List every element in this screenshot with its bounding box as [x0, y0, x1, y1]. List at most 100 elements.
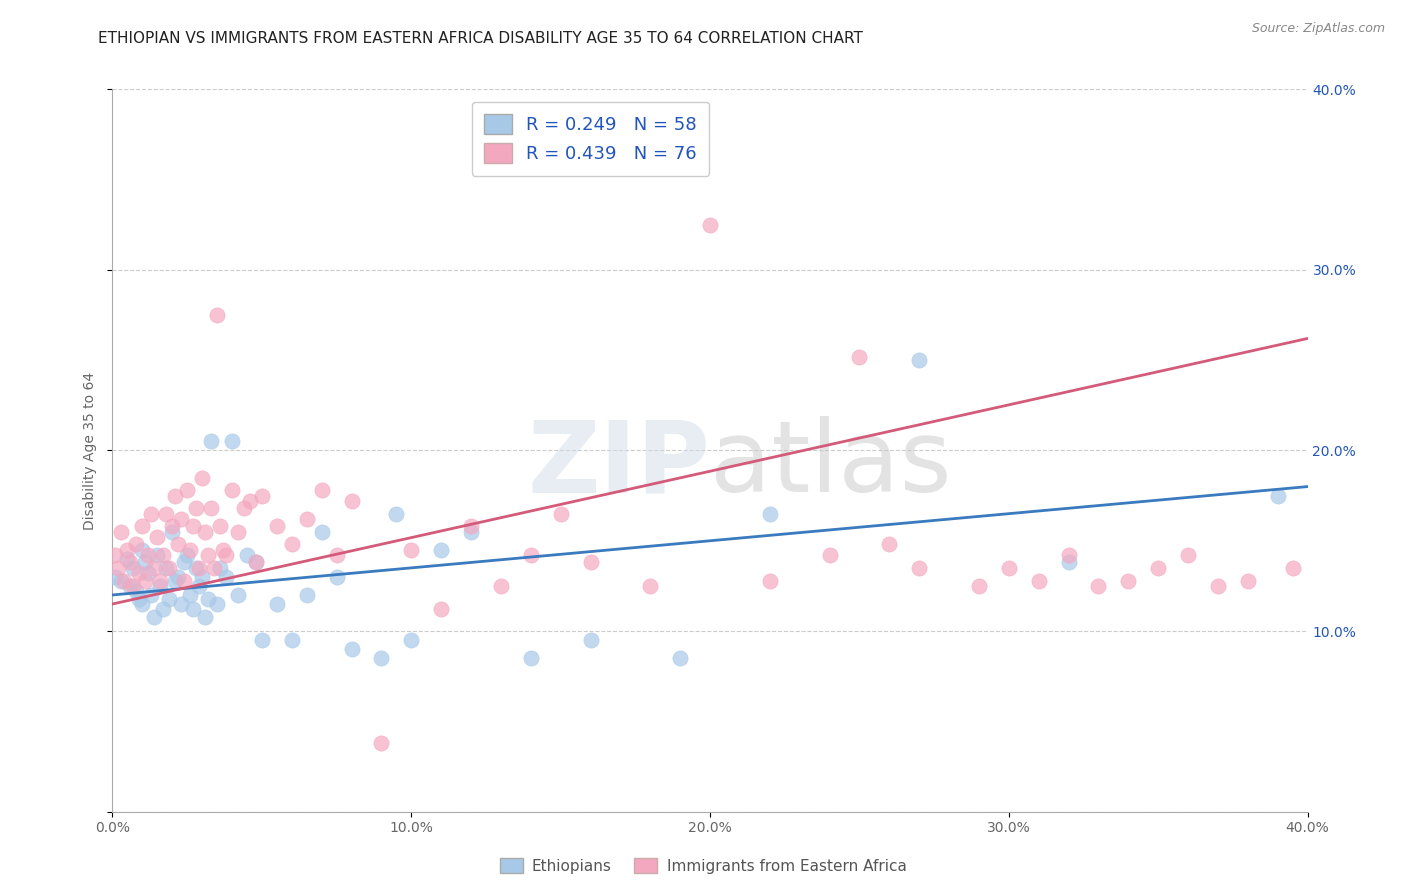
Point: [209, 519, 232, 533]
Point: [295, 512, 318, 526]
Point: [1087, 579, 1109, 593]
Point: [250, 633, 273, 648]
Point: [117, 542, 139, 557]
Point: [186, 501, 208, 516]
Point: [370, 651, 392, 665]
Point: [179, 588, 201, 602]
Point: [134, 556, 156, 570]
Point: [141, 588, 163, 602]
Point: [114, 574, 135, 588]
Point: [1147, 561, 1170, 575]
Point: [200, 434, 222, 449]
Point: [134, 574, 156, 588]
Legend: R = 0.249   N = 58, R = 0.439   N = 76: R = 0.249 N = 58, R = 0.439 N = 76: [472, 102, 709, 176]
Point: [233, 501, 256, 516]
Point: [120, 579, 142, 593]
Point: [167, 537, 190, 551]
Point: [385, 507, 408, 521]
Point: [295, 588, 318, 602]
Point: [152, 548, 174, 562]
Point: [401, 633, 423, 648]
Point: [520, 548, 543, 562]
Point: [167, 570, 190, 584]
Point: [1118, 574, 1140, 588]
Point: [848, 350, 870, 364]
Point: [122, 579, 145, 593]
Point: [1177, 548, 1199, 562]
Point: [1237, 574, 1260, 588]
Point: [155, 561, 177, 575]
Point: [162, 524, 183, 539]
Point: [998, 561, 1021, 575]
Point: [908, 561, 931, 575]
Point: [215, 570, 238, 584]
Point: [179, 542, 201, 557]
Point: [640, 579, 662, 593]
Point: [173, 556, 195, 570]
Point: [759, 507, 782, 521]
Point: [110, 574, 132, 588]
Point: [186, 561, 208, 575]
Point: [1267, 489, 1289, 503]
Point: [879, 537, 901, 551]
Point: [520, 651, 543, 665]
Point: [143, 609, 166, 624]
Point: [138, 566, 160, 581]
Point: [138, 548, 160, 562]
Point: [311, 483, 333, 498]
Point: [430, 542, 453, 557]
Point: [157, 561, 180, 575]
Point: [125, 537, 148, 551]
Point: [1206, 579, 1229, 593]
Point: [245, 556, 267, 570]
Point: [401, 542, 423, 557]
Point: [165, 574, 187, 588]
Point: [194, 524, 217, 539]
Point: [131, 519, 153, 533]
Legend: Ethiopians, Immigrants from Eastern Africa: Ethiopians, Immigrants from Eastern Afri…: [494, 852, 912, 880]
Point: [908, 353, 931, 368]
Point: [128, 591, 150, 606]
Point: [340, 642, 363, 657]
Point: [281, 537, 304, 551]
Point: [170, 512, 193, 526]
Text: atlas: atlas: [710, 417, 952, 514]
Point: [146, 548, 169, 562]
Point: [128, 566, 150, 581]
Point: [1057, 556, 1080, 570]
Point: [200, 501, 222, 516]
Point: [191, 470, 214, 484]
Point: [239, 494, 262, 508]
Point: [143, 561, 166, 575]
Point: [141, 507, 163, 521]
Point: [1281, 561, 1303, 575]
Point: [311, 524, 333, 539]
Point: [120, 556, 142, 570]
Point: [122, 561, 145, 575]
Text: ZIP: ZIP: [527, 417, 710, 514]
Point: [131, 542, 153, 557]
Point: [370, 736, 392, 750]
Point: [197, 548, 219, 562]
Point: [226, 524, 249, 539]
Point: [170, 597, 193, 611]
Point: [325, 570, 347, 584]
Point: [205, 597, 228, 611]
Point: [221, 434, 243, 449]
Point: [340, 494, 363, 508]
Point: [181, 602, 204, 616]
Point: [212, 542, 235, 557]
Point: [266, 597, 288, 611]
Point: [194, 609, 217, 624]
Point: [221, 483, 243, 498]
Point: [155, 507, 177, 521]
Point: [197, 591, 219, 606]
Point: [460, 519, 482, 533]
Point: [550, 507, 572, 521]
Point: [759, 574, 782, 588]
Point: [165, 489, 187, 503]
Text: Source: ZipAtlas.com: Source: ZipAtlas.com: [1251, 22, 1385, 36]
Point: [117, 551, 139, 566]
Point: [131, 597, 153, 611]
Point: [460, 524, 482, 539]
